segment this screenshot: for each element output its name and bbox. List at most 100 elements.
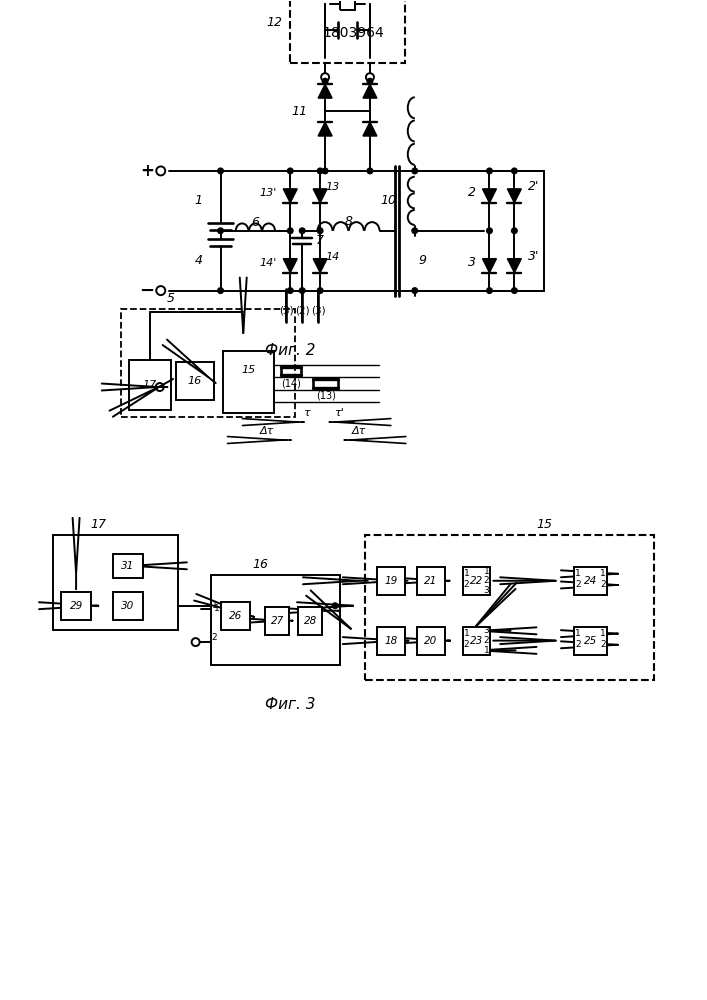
Text: 17: 17 [143, 380, 157, 390]
Circle shape [288, 168, 293, 174]
Bar [416, 567, 445, 595]
Circle shape [486, 228, 492, 234]
Text: 31: 31 [122, 561, 134, 571]
Text: 1: 1 [194, 194, 203, 207]
Polygon shape [284, 259, 297, 273]
Text: 2': 2' [528, 180, 539, 193]
Circle shape [412, 228, 418, 234]
Text: 1: 1 [600, 569, 606, 578]
Circle shape [218, 228, 223, 234]
Bar [211, 575, 340, 665]
Text: 27: 27 [271, 616, 284, 626]
Bar [291, 0, 405, 63]
Text: 1: 1 [600, 629, 606, 638]
Circle shape [512, 168, 517, 174]
Text: 13: 13 [325, 182, 339, 192]
Bar [176, 362, 214, 400]
Text: 15: 15 [241, 365, 255, 375]
Text: 1803964: 1803964 [322, 26, 384, 40]
Polygon shape [284, 189, 297, 203]
Text: 1: 1 [484, 567, 489, 576]
Text: Фиг. 3: Фиг. 3 [265, 697, 315, 712]
Text: 19: 19 [384, 576, 397, 586]
Text: 2: 2 [600, 580, 606, 589]
Circle shape [412, 288, 418, 293]
Circle shape [299, 288, 305, 293]
Text: −: − [139, 282, 154, 300]
Circle shape [512, 228, 517, 234]
Text: 10: 10 [381, 194, 397, 207]
Circle shape [412, 168, 418, 174]
Text: 3: 3 [484, 586, 489, 595]
Circle shape [367, 168, 373, 174]
Bar [574, 627, 607, 655]
Text: 2: 2 [467, 186, 476, 199]
Bar [462, 567, 491, 595]
Bar [221, 602, 250, 630]
Text: 14': 14' [259, 258, 276, 268]
Text: 2: 2 [484, 576, 489, 585]
Text: 9: 9 [419, 254, 427, 267]
Circle shape [332, 603, 338, 608]
Text: 25: 25 [584, 636, 597, 646]
Text: 2: 2 [575, 640, 580, 649]
Text: 1: 1 [211, 601, 217, 610]
Text: (2): (2) [295, 306, 310, 316]
Text: 1: 1 [214, 604, 220, 613]
Circle shape [288, 228, 293, 234]
Circle shape [317, 228, 323, 234]
Text: 20: 20 [424, 636, 438, 646]
Bar [53, 535, 177, 630]
Circle shape [317, 288, 323, 293]
Bar [340, 0, 355, 10]
Text: 3': 3' [528, 250, 539, 263]
Bar [365, 535, 654, 680]
Text: (3): (3) [311, 306, 325, 316]
Text: τ': τ' [334, 408, 344, 418]
Text: 2: 2 [464, 580, 469, 589]
Text: 22: 22 [470, 576, 483, 586]
Text: 5: 5 [167, 292, 175, 305]
Polygon shape [363, 122, 377, 136]
Polygon shape [313, 189, 327, 203]
Circle shape [299, 228, 305, 234]
Text: 11: 11 [291, 105, 307, 118]
Polygon shape [508, 259, 521, 273]
Circle shape [218, 288, 223, 293]
Bar [462, 627, 491, 655]
Polygon shape [363, 84, 377, 98]
Text: 2: 2 [600, 640, 606, 649]
Text: 2: 2 [211, 633, 217, 642]
Text: τ: τ [303, 408, 310, 418]
Circle shape [288, 288, 293, 293]
Text: 7: 7 [316, 234, 324, 247]
Bar [121, 309, 296, 417]
Text: 3: 3 [484, 626, 489, 635]
Text: 1: 1 [575, 569, 581, 578]
Circle shape [322, 168, 328, 174]
Text: 15: 15 [536, 518, 552, 531]
Bar [416, 627, 445, 655]
Text: 2: 2 [484, 636, 489, 645]
Polygon shape [313, 259, 327, 273]
Text: 3: 3 [467, 256, 476, 269]
Text: 1: 1 [464, 569, 469, 578]
Circle shape [512, 288, 517, 293]
Text: 4: 4 [194, 254, 203, 267]
Text: 16: 16 [187, 376, 201, 386]
Text: 21: 21 [424, 576, 438, 586]
Bar [113, 554, 143, 578]
Bar [298, 607, 322, 635]
Text: Δτ: Δτ [352, 426, 366, 436]
Polygon shape [318, 84, 332, 98]
Circle shape [317, 168, 323, 174]
Polygon shape [508, 189, 521, 203]
Text: (13): (13) [315, 391, 336, 401]
Text: 26: 26 [229, 611, 242, 621]
Text: 2: 2 [464, 640, 469, 649]
Text: Фиг. 2: Фиг. 2 [265, 343, 315, 358]
Bar [129, 360, 170, 410]
Bar [377, 567, 405, 595]
Text: 30: 30 [122, 601, 134, 611]
Text: 24: 24 [584, 576, 597, 586]
